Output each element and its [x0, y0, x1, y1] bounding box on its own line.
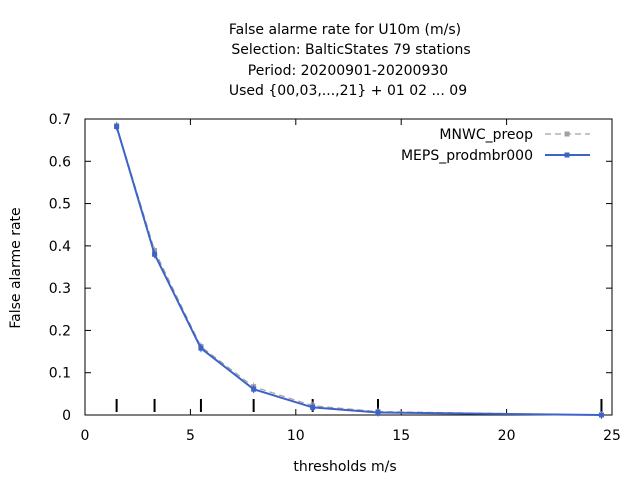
- series-MNWC_preop: [114, 121, 604, 419]
- y-tick-label: 0.6: [49, 154, 71, 170]
- data-point: [251, 386, 257, 392]
- title-line-2: Selection: BalticStates 79 stations: [231, 42, 470, 58]
- legend: MNWC_preop MEPS_prodmbr000: [401, 127, 590, 164]
- data-point: [198, 345, 204, 351]
- title-line-1: False alarme rate for U10m (m/s): [229, 22, 461, 38]
- series-line: [116, 125, 602, 416]
- title-line-4: Used {00,03,...,21} + 01 02 ... 09: [229, 83, 467, 99]
- data-point: [114, 124, 120, 130]
- y-tick-label: 0.1: [49, 366, 71, 382]
- x-axis-label: thresholds m/s: [293, 459, 396, 475]
- legend-marker-mnwc: [564, 131, 570, 137]
- x-tick-label: 0: [81, 428, 90, 444]
- y-tick-label: 0.3: [49, 281, 71, 297]
- y-axis-label: False alarme rate: [8, 207, 24, 328]
- data-point: [375, 409, 381, 415]
- legend-label-meps: MEPS_prodmbr000: [401, 148, 533, 164]
- y-tick-label: 0.7: [49, 112, 71, 128]
- data-point: [152, 251, 158, 257]
- data-point: [598, 412, 604, 418]
- data-point: [310, 404, 316, 410]
- x-tick-label: 25: [603, 428, 621, 444]
- x-tick-label: 5: [186, 428, 195, 444]
- x-tick-label: 10: [287, 428, 305, 444]
- series-line: [115, 126, 602, 416]
- plot-frame: [84, 118, 613, 416]
- legend-label-mnwc: MNWC_preop: [439, 127, 533, 143]
- y-tick-label: 0: [62, 408, 71, 424]
- chart-title: False alarme rate for U10m (m/s) Selecti…: [229, 22, 471, 99]
- x-tick-label: 15: [392, 428, 410, 444]
- y-tick-label: 0.5: [49, 197, 71, 213]
- y-tick-label: 0.2: [49, 323, 71, 339]
- x-tick-label: 20: [498, 428, 516, 444]
- axis-ticks: 0 5 10 15 20 25 0 0.1 0.2 0.3 0.4 0.5 0.6 0.7: [49, 112, 621, 444]
- series-group: [114, 121, 604, 419]
- legend-marker-meps: [564, 152, 570, 158]
- title-line-3: Period: 20200901-20200930: [248, 63, 448, 79]
- y-tick-label: 0.4: [49, 239, 71, 255]
- series-MEPS_prodmbr000: [114, 122, 604, 419]
